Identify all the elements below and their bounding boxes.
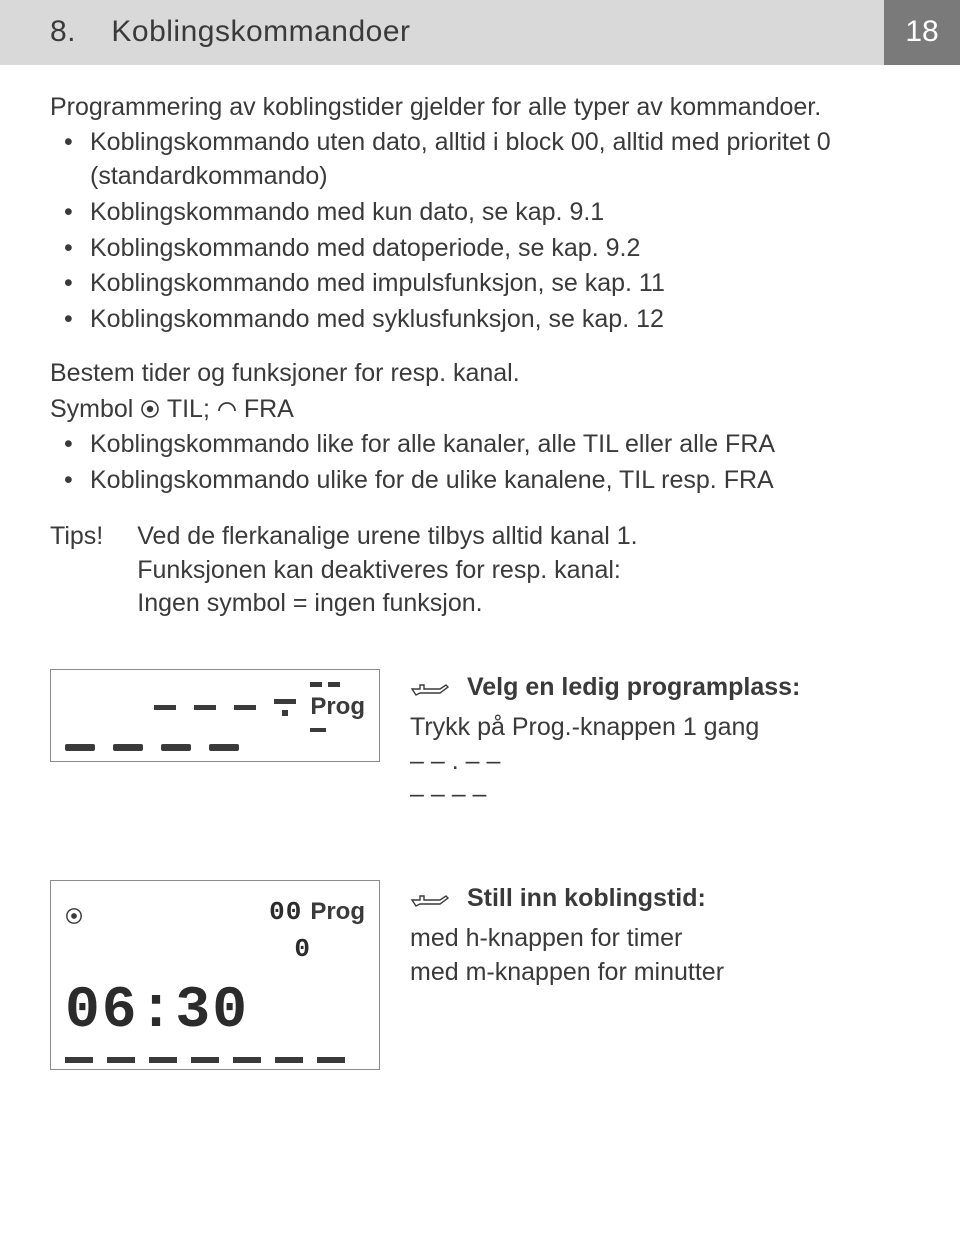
list-item: Koblingskommando uten dato, alltid i blo… (50, 126, 910, 194)
bullet-list-b: Koblingskommando like for alle kanaler, … (50, 428, 910, 498)
step-line: – – – – (410, 778, 910, 812)
fra-label: FRA (244, 395, 294, 423)
lcd-time: 06:30 (65, 973, 365, 1051)
step-title: Still inn koblingstid: (467, 884, 706, 912)
tips-line: Ingen symbol = ingen funksjon. (137, 587, 910, 621)
section-name: Koblingskommandoer (111, 15, 410, 48)
hand-point-icon (410, 677, 457, 705)
body-content: Programmering av koblingstider gjelder f… (0, 91, 960, 622)
step-1: Prog Velg en ledig programplass: Trykk p… (0, 669, 960, 812)
step-line: Trykk på Prog.-knappen 1 gang (410, 711, 910, 745)
lcd-zero: 0 (294, 932, 311, 967)
step-line: med h-knappen for timer (410, 922, 910, 956)
tips-block: Tips! Ved de flerkanalige urene tilbys a… (50, 520, 910, 621)
step-2: 00 Prog 0 06:30 Still inn koblingstid: m… (0, 880, 960, 1070)
tips-line: Ved de flerkanalige urene tilbys alltid … (137, 520, 910, 554)
step-line: – – . – – (410, 745, 910, 779)
step-2-text: Still inn koblingstid: med h-knappen for… (410, 880, 910, 989)
lcd-display-2: 00 Prog 0 06:30 (50, 880, 380, 1070)
on-icon (140, 395, 160, 429)
tips-label: Tips! (50, 520, 103, 621)
til-label: TIL; (167, 395, 210, 423)
list-item: Koblingskommando like for alle kanaler, … (50, 428, 910, 462)
page-number: 18 (884, 0, 960, 65)
lcd-small-digits: 00 (269, 895, 302, 930)
list-item: Koblingskommando med kun dato, se kap. 9… (50, 196, 910, 230)
list-item: Koblingskommando med impulsfunksjon, se … (50, 267, 910, 301)
symbol-line: Symbol TIL; FRA (50, 393, 910, 429)
section-number: 8. (50, 15, 76, 48)
list-item: Koblingskommando ulike for de ulike kana… (50, 464, 910, 498)
intro-paragraph: Programmering av koblingstider gjelder f… (50, 91, 910, 125)
step-1-text: Velg en ledig programplass: Trykk på Pro… (410, 669, 910, 812)
hand-point-icon (410, 888, 457, 916)
page-header: 8. Koblingskommandoer 18 (0, 0, 960, 65)
symbol-prefix: Symbol (50, 395, 133, 423)
list-item: Koblingskommando med syklusfunksjon, se … (50, 303, 910, 337)
bullet-list-a: Koblingskommando uten dato, alltid i blo… (50, 126, 910, 337)
prog-label: Prog (310, 896, 365, 928)
lcd-display-1: Prog (50, 669, 380, 762)
on-icon (65, 901, 83, 935)
step-line: med m-knappen for minutter (410, 956, 910, 990)
off-icon (217, 395, 237, 429)
step-title: Velg en ledig programplass: (467, 673, 800, 701)
prog-label: Prog (310, 691, 365, 723)
lcd-day-row (65, 1057, 365, 1063)
tips-body: Ved de flerkanalige urene tilbys alltid … (137, 520, 910, 621)
section-title: 8. Koblingskommandoer (0, 0, 884, 65)
tips-line: Funksjonen kan deaktiveres for resp. kan… (137, 554, 910, 588)
list-item: Koblingskommando med datoperiode, se kap… (50, 232, 910, 266)
mid-paragraph: Bestem tider og funksjoner for resp. kan… (50, 357, 910, 391)
